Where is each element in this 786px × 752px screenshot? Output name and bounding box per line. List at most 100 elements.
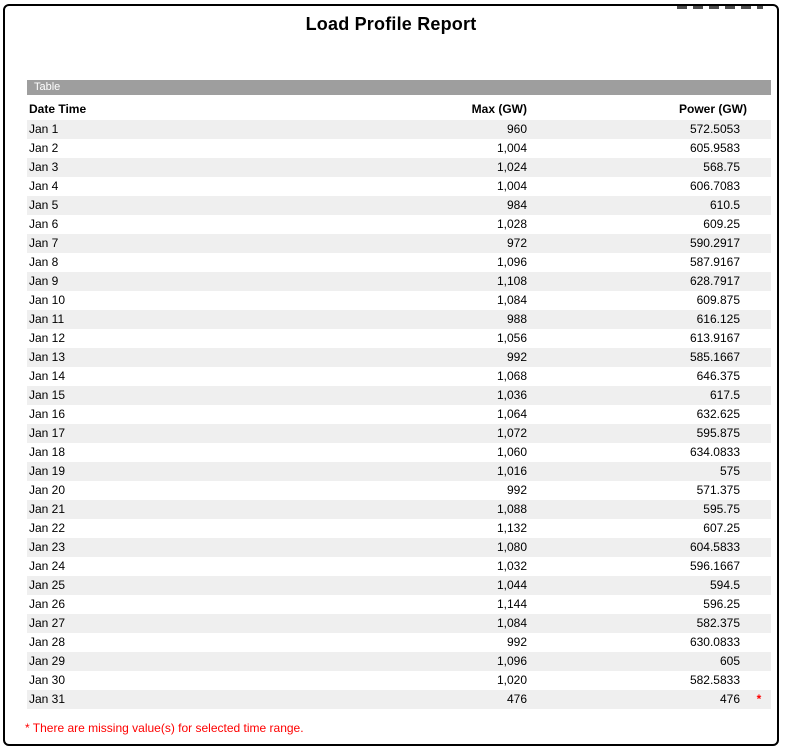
table-row: Jan 20 992 571.375: [27, 481, 771, 500]
cell-date: Jan 24: [29, 559, 66, 573]
table-row: Jan 10 1,084 609.875: [27, 291, 771, 310]
cell-flag: [747, 120, 771, 139]
cell-flag: [747, 139, 771, 158]
cell-flag: [747, 253, 771, 272]
cell-power: 632.625: [696, 407, 740, 421]
cell-max: 992: [506, 483, 527, 497]
clipped-text-artifact: [677, 6, 763, 9]
cell-power: 596.25: [703, 597, 740, 611]
cell-date: Jan 8: [29, 255, 59, 269]
cell-max: 1,044: [496, 578, 527, 592]
cell-flag: [747, 652, 771, 671]
cell-power: 587.9167: [689, 255, 740, 269]
cell-max: 1,072: [496, 426, 527, 440]
cell-power: 605.9583: [689, 141, 740, 155]
cell-date: Jan 18: [29, 445, 66, 459]
cell-date: Jan 22: [29, 521, 66, 535]
cell-date: Jan 6: [29, 217, 59, 231]
cell-flag: [747, 633, 771, 652]
cell-date: Jan 5: [29, 198, 59, 212]
cell-date: Jan 30: [29, 673, 66, 687]
cell-date: Jan 12: [29, 331, 66, 345]
cell-date: Jan 1: [29, 122, 59, 136]
cell-flag: [747, 557, 771, 576]
cell-date: Jan 23: [29, 540, 66, 554]
cell-flag: *: [756, 692, 762, 706]
cell-date: Jan 26: [29, 597, 66, 611]
cell-max: 1,084: [496, 616, 527, 630]
cell-flag: [747, 272, 771, 291]
cell-date: Jan 20: [29, 483, 66, 497]
cell-date: Jan 27: [29, 616, 66, 630]
cell-max: 1,084: [496, 293, 527, 307]
cell-power: 595.875: [696, 426, 740, 440]
cell-power: 609.875: [696, 293, 740, 307]
cell-max: 988: [506, 312, 527, 326]
cell-date: Jan 31: [29, 692, 66, 706]
cell-date: Jan 3: [29, 160, 59, 174]
table-row: Jan 7 972 590.2917: [27, 234, 771, 253]
table-row: Jan 22 1,132 607.25: [27, 519, 771, 538]
cell-flag: [747, 405, 771, 424]
cell-power: 476: [719, 692, 740, 706]
cell-max: 984: [506, 198, 527, 212]
cell-flag: [747, 576, 771, 595]
cell-flag: [747, 234, 771, 253]
cell-flag: [747, 671, 771, 690]
cell-max: 1,108: [496, 274, 527, 288]
cell-date: Jan 19: [29, 464, 66, 478]
cell-max: 1,032: [496, 559, 527, 573]
cell-flag: [747, 538, 771, 557]
table-row: Jan 16 1,064 632.625: [27, 405, 771, 424]
cell-date: Jan 16: [29, 407, 66, 421]
cell-flag: [747, 367, 771, 386]
cell-power: 585.1667: [689, 350, 740, 364]
cell-date: Jan 7: [29, 236, 59, 250]
cell-power: 575: [719, 464, 740, 478]
cell-max: 1,088: [496, 502, 527, 516]
cell-max: 1,080: [496, 540, 527, 554]
table-row: Jan 2 1,004 605.9583: [27, 139, 771, 158]
column-header-max-gw: Max (GW): [471, 102, 527, 116]
table-row: Jan 3 1,024 568.75: [27, 158, 771, 177]
table-row: Jan 4 1,004 606.7083: [27, 177, 771, 196]
table-row: Jan 18 1,060 634.0833: [27, 443, 771, 462]
cell-date: Jan 29: [29, 654, 66, 668]
cell-max: 1,004: [496, 179, 527, 193]
table-row: Jan 21 1,088 595.75: [27, 500, 771, 519]
cell-date: Jan 21: [29, 502, 66, 516]
table-row: Jan 12 1,056 613.9167: [27, 329, 771, 348]
column-header-power-gw: Power (GW): [679, 102, 747, 116]
cell-flag: [747, 595, 771, 614]
cell-flag: [747, 329, 771, 348]
cell-power: 582.5833: [689, 673, 740, 687]
cell-power: 590.2917: [689, 236, 740, 250]
table-body: Jan 1 960 572.5053 Jan 2 1,004 605.9583 …: [27, 120, 771, 709]
cell-max: 972: [506, 236, 527, 250]
cell-max: 1,016: [496, 464, 527, 478]
table-row: Jan 30 1,020 582.5833: [27, 671, 771, 690]
table-header-row: Date Time Max (GW) Power (GW): [27, 95, 771, 120]
cell-power: 571.375: [696, 483, 740, 497]
cell-power: 628.7917: [689, 274, 740, 288]
cell-flag: [747, 215, 771, 234]
cell-flag: [747, 348, 771, 367]
cell-date: Jan 9: [29, 274, 59, 288]
table-row: Jan 28 992 630.0833: [27, 633, 771, 652]
cell-max: 1,132: [496, 521, 527, 535]
table-row: Jan 8 1,096 587.9167: [27, 253, 771, 272]
table-row: Jan 9 1,108 628.7917: [27, 272, 771, 291]
table-row: Jan 11 988 616.125: [27, 310, 771, 329]
cell-max: 1,096: [496, 255, 527, 269]
cell-max: 1,056: [496, 331, 527, 345]
cell-date: Jan 2: [29, 141, 59, 155]
cell-power: 634.0833: [689, 445, 740, 459]
cell-flag: [747, 443, 771, 462]
table-row: Jan 23 1,080 604.5833: [27, 538, 771, 557]
cell-date: Jan 25: [29, 578, 66, 592]
cell-power: 609.25: [703, 217, 740, 231]
cell-max: 1,064: [496, 407, 527, 421]
cell-flag: [747, 462, 771, 481]
table-row: Jan 17 1,072 595.875: [27, 424, 771, 443]
cell-max: 960: [506, 122, 527, 136]
